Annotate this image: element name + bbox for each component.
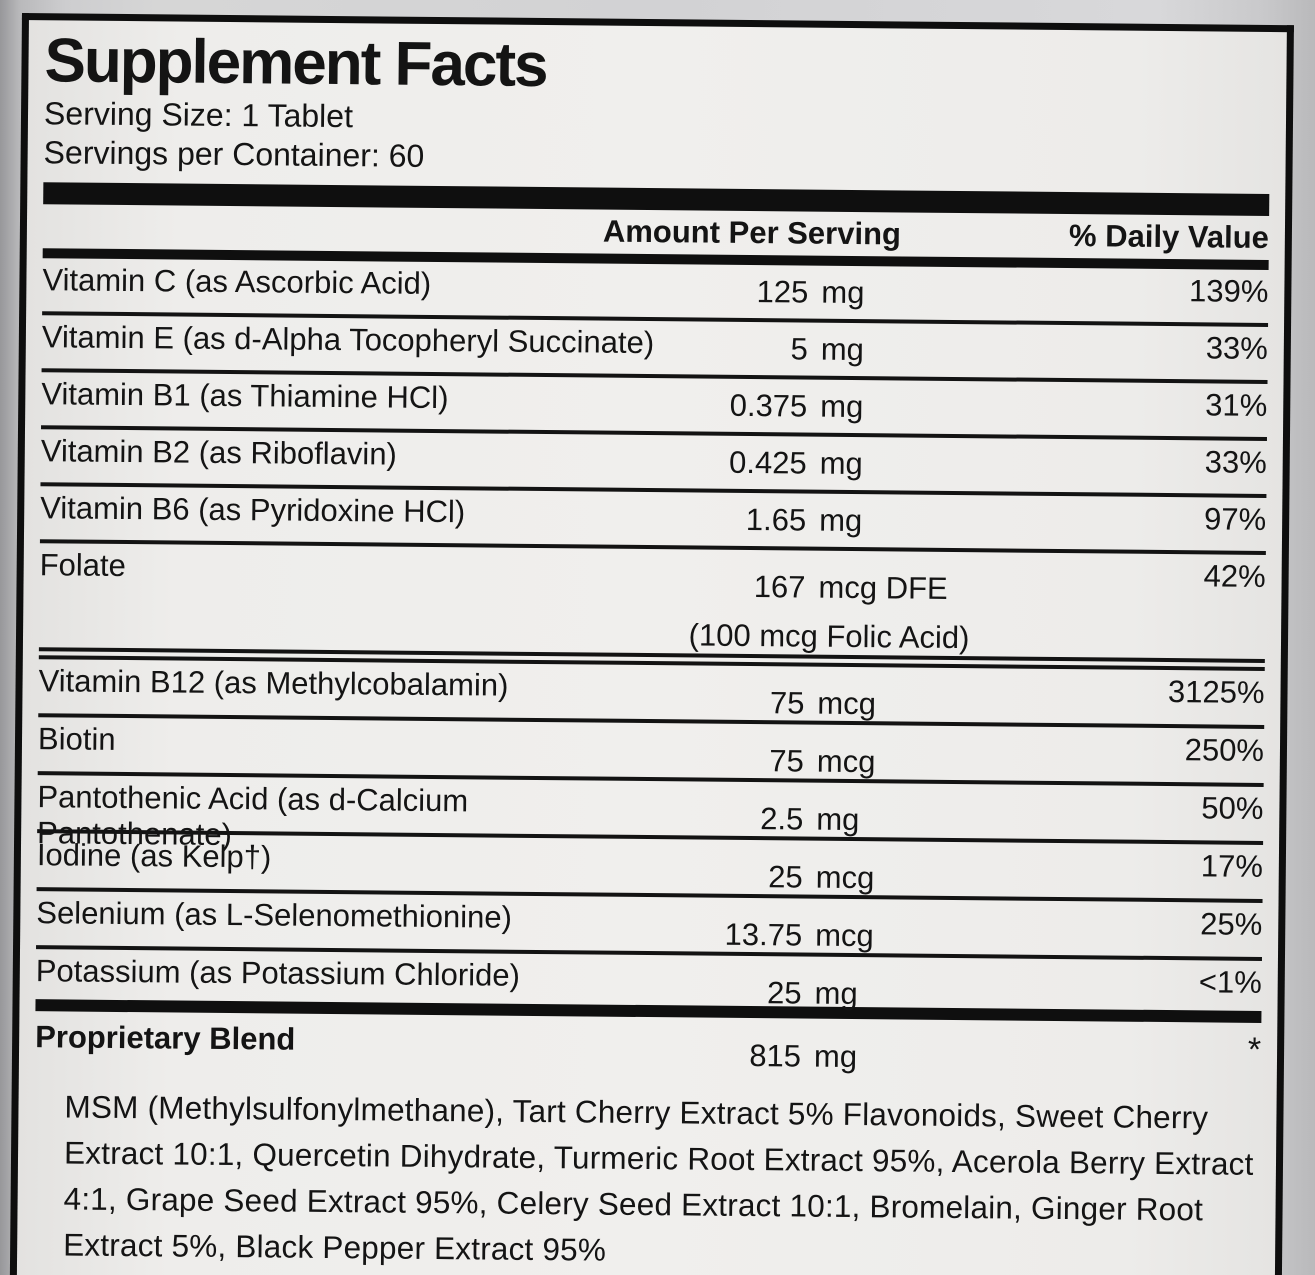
ingredient-name: Potassium (as Potassium Chloride) <box>35 953 521 993</box>
amount-unit: mcg <box>815 917 874 954</box>
daily-value: 42% <box>1203 558 1266 594</box>
amount-cell: 13.75 mcg <box>652 901 1012 955</box>
ingredient-name: Vitamin B1 (as Thiamine HCl) <box>41 376 449 416</box>
ingredient-name: Vitamin B12 (as Methylcobalamin) <box>38 663 509 703</box>
amount-unit: mcg <box>815 859 875 896</box>
amount-unit: mg <box>821 274 865 311</box>
daily-value: 33% <box>1204 444 1267 480</box>
blend-name: Proprietary Blend <box>35 1019 296 1057</box>
amount-cell: 0.425 mg <box>657 439 1017 483</box>
amount-value: 13.75 <box>724 916 803 953</box>
label-title: Supplement Facts <box>44 26 547 101</box>
daily-value: 139% <box>1188 273 1269 309</box>
amount-cell: 0.375 mg <box>657 382 1017 426</box>
amount-value: 125 <box>756 274 809 310</box>
blend-description: MSM (Methylsulfonylmethane), Tart Cherry… <box>63 1088 1254 1268</box>
ingredient-name: Vitamin E (as d-Alpha Tocopheryl Succina… <box>41 319 655 361</box>
amount-cell: 75 mcg <box>654 727 1014 781</box>
amount-cell: 25 mg <box>651 959 1011 1013</box>
amount-value: 815 <box>749 1038 802 1074</box>
table-row: Pantothenic Acid (as d-Calcium Pantothen… <box>37 775 1264 852</box>
amount-cell: 2.5 mg <box>653 785 1013 839</box>
column-header-amount: Amount Per Serving <box>602 213 902 252</box>
blend-asterisk: * <box>1247 1030 1262 1069</box>
ingredient-name: Vitamin B2 (as Riboflavin) <box>40 433 398 472</box>
amount-cell: 125 mg <box>658 268 1018 312</box>
amount-secondary: (100 mcg Folic Acid) <box>688 617 970 656</box>
amount-cell: 815 mg <box>651 1025 1011 1076</box>
proprietary-blend-row: Proprietary Blend 815 mg * <box>35 1011 1262 1085</box>
amount-cell: 5 mg <box>658 325 1018 369</box>
ingredient-name: Vitamin C (as Ascorbic Acid) <box>42 262 432 301</box>
amount-value: 1.65 <box>745 501 807 538</box>
amount-unit: mg <box>814 975 858 1012</box>
amount-value: 2.5 <box>760 801 804 837</box>
daily-value: 33% <box>1205 330 1269 366</box>
amount-unit: mg <box>820 388 864 425</box>
amount-cell: 167 mcg DFE <box>655 553 1015 607</box>
ingredient-name: Iodine (as Kelp†) <box>36 837 272 875</box>
daily-value: 97% <box>1203 501 1267 537</box>
daily-value: 3125% <box>1167 674 1265 710</box>
daily-value: 250% <box>1184 732 1265 768</box>
ingredient-name: Biotin <box>37 721 116 757</box>
amount-value: 25 <box>766 975 802 1011</box>
daily-value: 25% <box>1200 906 1263 942</box>
amount-value: 167 <box>753 569 806 605</box>
supplement-facts-label: Supplement Facts Serving Size: 1 Tablet … <box>9 13 1294 1275</box>
amount-unit: mcg <box>817 685 877 722</box>
ingredient-name: Folate <box>39 547 127 584</box>
amount-unit: mg <box>820 331 865 368</box>
amount-unit: mg <box>813 1038 858 1075</box>
amount-value: 0.425 <box>728 444 807 481</box>
ingredient-name: Vitamin B6 (as Pyridoxine HCl) <box>40 490 466 530</box>
amount-unit: mg <box>819 445 863 482</box>
amount-cell: 75 mcg <box>654 669 1014 723</box>
daily-value: 50% <box>1201 790 1264 826</box>
amount-unit: mg <box>819 502 863 539</box>
daily-value: 17% <box>1200 848 1264 884</box>
amount-unit: mcg <box>816 743 876 780</box>
amount-value: 5 <box>790 331 808 367</box>
amount-cell: 1.65 mg <box>656 496 1016 540</box>
amount-value: 75 <box>769 685 805 721</box>
amount-value: 75 <box>769 743 805 779</box>
amount-unit: mg <box>816 801 860 838</box>
daily-value: <1% <box>1198 964 1262 1000</box>
ingredient-name: Selenium (as L-Selenomethionine) <box>36 895 513 935</box>
column-header-daily-value: % Daily Value <box>1068 218 1270 255</box>
daily-value: 31% <box>1205 387 1268 423</box>
amount-value: 0.375 <box>729 387 808 424</box>
amount-unit: mcg DFE <box>818 569 948 606</box>
amount-value: 25 <box>768 859 803 895</box>
amount-cell: 25 mcg <box>653 843 1013 897</box>
